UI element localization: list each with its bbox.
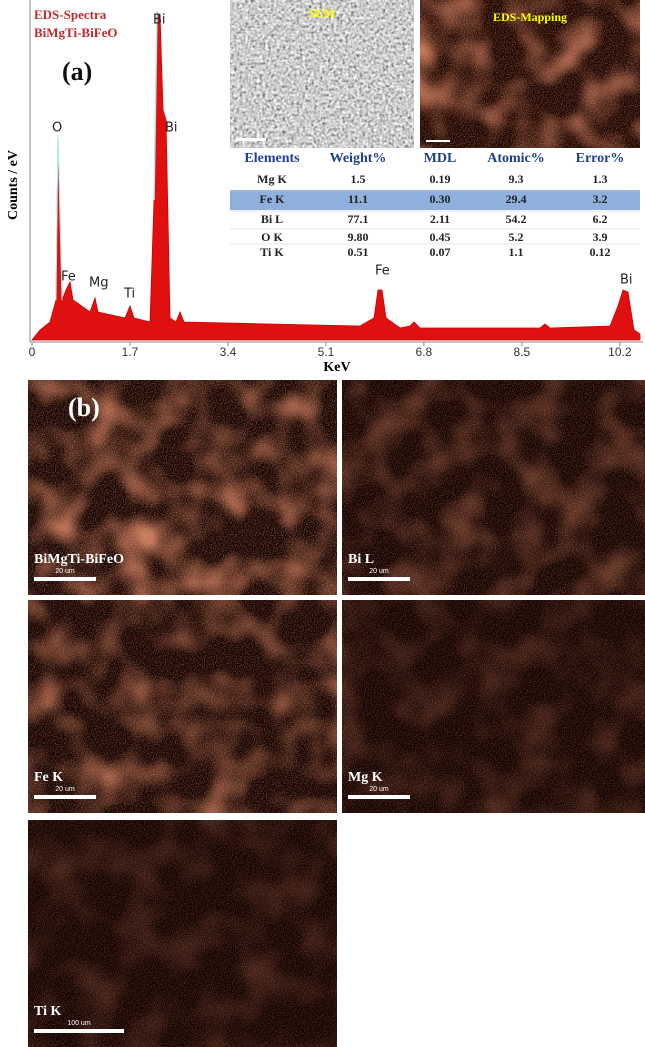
table-cell: 9.3 <box>509 172 524 186</box>
map-speckle <box>342 600 645 813</box>
peak-label: Fe <box>61 270 76 285</box>
peak-label: Bi <box>620 273 633 288</box>
scale-bar <box>34 1029 124 1033</box>
map-label: Mg K <box>348 770 383 785</box>
scale-bar <box>426 140 450 142</box>
scale-label: 100 um <box>67 1020 91 1027</box>
y-axis-label: Counts / eV <box>6 150 21 220</box>
sem-texture <box>230 0 414 148</box>
composition-table: Elements Weight% MDL Atomic% Error% Mg K 1.5 0.… <box>230 148 640 260</box>
panel-label: (b) <box>68 393 100 422</box>
table-cell: 3.2 <box>593 192 608 206</box>
scale-bar <box>348 577 410 581</box>
legend-text: BiMgTi-BiFeO <box>34 25 118 40</box>
map-label: Bi L <box>348 552 374 567</box>
legend-text: EDS-Spectra <box>34 7 107 22</box>
table-cell: 1.1 <box>509 245 524 259</box>
table-cell: 11.1 <box>348 192 368 206</box>
table-cell: Mg K <box>257 172 287 186</box>
scale-label: 20 um <box>369 786 389 793</box>
table-cell: 0.07 <box>430 245 451 259</box>
scale-bar <box>34 577 96 581</box>
table-cell: 1.3 <box>593 172 608 186</box>
table-cell: 29.4 <box>506 192 527 206</box>
x-ticks: 0 1.7 3.4 5.1 6.8 8.5 10.2 <box>29 342 632 359</box>
table-cell: 0.19 <box>430 172 451 186</box>
table-cell: 0.51 <box>348 245 369 259</box>
peak-label: Mg <box>89 276 108 291</box>
x-tick-label: 0 <box>29 345 36 359</box>
map-speckle <box>28 600 337 813</box>
table-cell: 6.2 <box>593 212 608 226</box>
table-cell: 0.12 <box>590 245 611 259</box>
table-header: Elements <box>244 151 300 166</box>
table-cell: 54.2 <box>506 212 527 226</box>
table-header: Atomic% <box>487 151 545 166</box>
map-speckle <box>342 380 645 595</box>
table-cell: Fe K <box>260 192 286 206</box>
table-header: Weight% <box>330 151 387 166</box>
scale-label: 20 um <box>55 568 75 575</box>
scale-bar <box>348 795 410 799</box>
map-speckle <box>28 820 337 1047</box>
scale-bar <box>236 138 266 141</box>
x-tick-label: 5.1 <box>318 345 335 359</box>
x-tick-label: 6.8 <box>416 345 433 359</box>
map-label: Ti K <box>34 1004 61 1019</box>
table-cell: 5.2 <box>509 230 524 244</box>
x-tick-label: 8.5 <box>514 345 531 359</box>
table-cell: Ti K <box>260 245 284 259</box>
scale-label: 20 um <box>369 568 389 575</box>
table-header: MDL <box>424 151 457 166</box>
table-header: Error% <box>576 151 625 166</box>
table-cell: Bi L <box>261 212 283 226</box>
table-cell: 3.9 <box>593 230 608 244</box>
scale-bar <box>34 795 96 799</box>
peak-label: O <box>52 121 62 136</box>
x-tick-label: 1.7 <box>122 345 139 359</box>
peak-label: Fe <box>375 264 390 279</box>
x-axis-label: KeV <box>323 360 350 375</box>
figure: 0 1.7 3.4 5.1 6.8 8.5 10.2 KeV Counts / eV EDS… <box>0 0 645 1047</box>
panel-label: (a) <box>62 57 92 86</box>
map-label: Fe K <box>34 770 63 785</box>
map-label: BiMgTi-BiFeO <box>34 552 124 567</box>
table-cell: O K <box>261 230 283 244</box>
peak-label: Ti <box>123 287 135 302</box>
table-cell: 2.11 <box>430 212 450 226</box>
table-cell: 1.5 <box>351 172 366 186</box>
peak-label: Bi <box>165 121 178 136</box>
table-cell: 0.30 <box>430 192 451 206</box>
scale-label: 20 um <box>55 786 75 793</box>
table-cell: 9.80 <box>348 230 369 244</box>
x-tick-label: 3.4 <box>220 345 237 359</box>
x-tick-label: 10.2 <box>608 345 632 359</box>
peak-label: Bi <box>153 13 166 28</box>
panel-a: 0 1.7 3.4 5.1 6.8 8.5 10.2 KeV Counts / eV EDS… <box>6 0 643 375</box>
table-cell: 77.1 <box>348 212 369 226</box>
inset-title: EDS-Mapping <box>493 10 567 24</box>
table-cell: 0.45 <box>430 230 451 244</box>
inset-title: SEM <box>309 6 335 20</box>
